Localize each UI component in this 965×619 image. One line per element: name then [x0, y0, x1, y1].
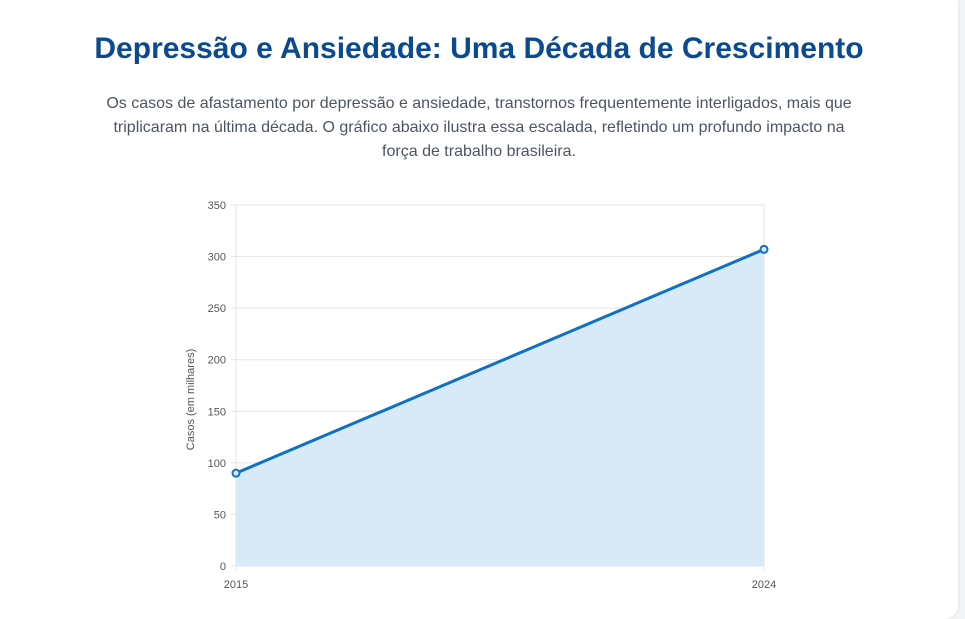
- x-tick-label: 2015: [224, 579, 248, 591]
- y-tick-label: 50: [214, 509, 226, 521]
- y-tick-label: 150: [208, 406, 226, 418]
- y-axis-title: Casos (em milhares): [185, 349, 197, 450]
- y-tick-labels: 0 50 100 150 200 250 300 350: [208, 200, 226, 573]
- page-title: Depressão e Ansiedade: Uma Década de Cre…: [94, 32, 864, 65]
- y-tick-label: 250: [208, 303, 226, 315]
- data-point: [759, 244, 769, 254]
- y-tick-label: 200: [208, 355, 226, 367]
- x-tick-labels: 2015 2024: [224, 579, 776, 591]
- y-tick-label: 300: [208, 252, 226, 264]
- series-line: [235, 247, 765, 475]
- series-area: [236, 249, 764, 566]
- y-tick-label: 100: [208, 458, 226, 470]
- data-points: [231, 244, 769, 478]
- page-description: Os casos de afastamento por depressão e …: [106, 95, 852, 160]
- x-tick-label: 2024: [752, 579, 776, 591]
- y-tick-label: 350: [208, 200, 226, 212]
- y-tick-label: 0: [220, 561, 226, 573]
- data-point: [231, 468, 241, 478]
